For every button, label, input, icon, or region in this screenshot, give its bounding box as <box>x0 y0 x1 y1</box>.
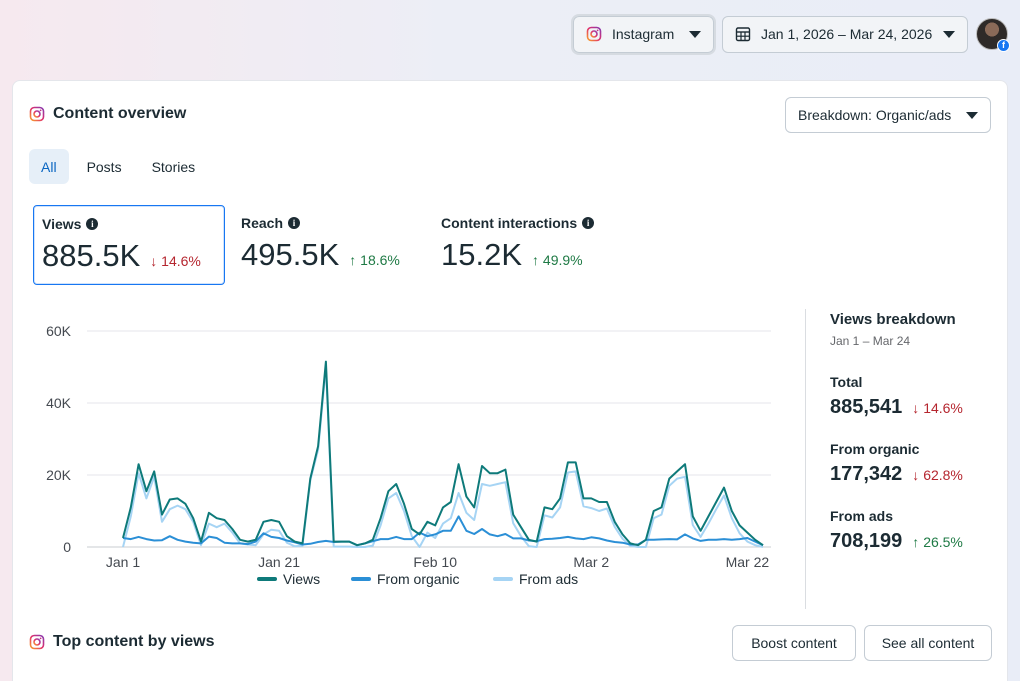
arrow-up-icon: ↑ <box>349 252 357 268</box>
top-content-header: Top content by views <box>29 633 215 651</box>
metric-value: 885.5K <box>42 238 141 273</box>
breakdown-value: 177,342 <box>830 463 903 485</box>
views-breakdown-title: Views breakdown <box>830 311 956 328</box>
boost-content-button[interactable]: Boost content <box>732 625 856 661</box>
tab-posts[interactable]: Posts <box>86 158 122 175</box>
date-range-picker[interactable]: Jan 1, 2026 – Mar 24, 2026 <box>722 15 968 53</box>
arrow-down-icon: ↓ <box>912 400 920 416</box>
arrow-up-icon: ↑ <box>912 534 920 550</box>
x-tick-label: Feb 10 <box>413 554 457 570</box>
breakdown-change-value: 26.5% <box>923 534 963 550</box>
metric-change: ↑ 18.6% <box>349 252 400 268</box>
x-tick-label: Mar 22 <box>726 554 770 570</box>
metric-reach[interactable]: Reach i 495.5K ↑ 18.6% <box>233 205 425 285</box>
content-overview-header: Content overview <box>29 105 186 123</box>
info-icon[interactable]: i <box>288 217 301 229</box>
tab-stories[interactable]: Stories <box>151 158 196 175</box>
metric-label: Content interactions <box>441 215 578 231</box>
breakdown-value: 708,199 <box>830 530 903 552</box>
arrow-down-icon: ↓ <box>150 253 158 269</box>
breakdown-label: Breakdown: Organic/ads <box>798 107 952 123</box>
metric-label: Reach <box>241 215 284 231</box>
date-range-label: Jan 1, 2026 – Mar 24, 2026 <box>761 26 933 42</box>
platform-label: Instagram <box>612 26 675 42</box>
breakdown-change-value: 14.6% <box>923 400 963 416</box>
instagram-icon <box>29 634 45 650</box>
series-line-from-ads <box>122 366 764 548</box>
breakdown-label: From ads <box>830 508 894 524</box>
breakdown-change: ↓ 62.8% <box>912 467 963 483</box>
breakdown-label: From organic <box>830 441 920 457</box>
breakdown-ads: From ads 708,199 ↑ 26.5% <box>830 508 1000 553</box>
metric-change-value: 14.6% <box>161 253 201 269</box>
views-breakdown-subtitle: Jan 1 – Mar 24 <box>830 334 911 348</box>
views-line-chart: 60K 40K 20K 0 Jan 1 Jan 21 Feb 10 Mar 2 Mar 22 Vi… <box>46 323 771 587</box>
y-tick-label: 60K <box>46 323 72 339</box>
breakdown-organic: From organic 177,342 ↓ 62.8% <box>830 441 1000 486</box>
y-tick-label: 40K <box>46 395 72 411</box>
section-title: Top content by views <box>53 633 215 650</box>
breakdown-total: Total 885,541 ↓ 14.6% <box>830 374 1000 419</box>
breakdown-change: ↑ 26.5% <box>912 534 963 550</box>
page-title: Content overview <box>53 105 187 122</box>
calendar-icon <box>735 27 751 42</box>
y-tick-label: 20K <box>46 467 72 483</box>
chevron-down-icon <box>966 111 978 119</box>
content-tabs: All Posts Stories <box>29 149 207 184</box>
metric-change-value: 18.6% <box>360 252 400 268</box>
breakdown-dropdown[interactable]: Breakdown: Organic/ads <box>785 97 991 133</box>
views-breakdown-panel: Views breakdown Jan 1 – Mar 24 Total 885… <box>830 311 1000 553</box>
breakdown-value: 885,541 <box>830 396 903 418</box>
breakdown-change-value: 62.8% <box>923 467 963 483</box>
series-line-from-organic <box>122 515 764 547</box>
arrow-up-icon: ↑ <box>532 252 540 268</box>
divider <box>805 309 806 609</box>
metric-change: ↓ 14.6% <box>150 253 201 269</box>
x-tick-label: Mar 2 <box>573 554 609 570</box>
metric-change-value: 49.9% <box>542 252 583 268</box>
info-icon[interactable]: i <box>86 218 99 230</box>
x-tick-label: Jan 21 <box>258 554 300 570</box>
arrow-down-icon: ↓ <box>912 467 920 483</box>
top-bar: Instagram Jan 1, 2026 – Mar 24, 2026 f <box>571 13 1010 55</box>
series-line-views <box>122 360 764 547</box>
legend-label: From ads <box>519 571 578 587</box>
instagram-icon <box>29 106 45 122</box>
see-all-content-button[interactable]: See all content <box>864 625 992 661</box>
chevron-down-icon <box>689 30 701 38</box>
content-overview-card: Content overview Breakdown: Organic/ads … <box>12 80 1008 681</box>
metric-content-interactions[interactable]: Content interactions i 15.2K ↑ 49.9% <box>433 205 653 285</box>
breakdown-label: Total <box>830 374 863 390</box>
metric-value: 15.2K <box>441 237 523 272</box>
platform-selector[interactable]: Instagram <box>571 13 716 55</box>
breakdown-change: ↓ 14.6% <box>912 400 963 416</box>
account-avatar[interactable]: f <box>976 18 1010 52</box>
x-tick-label: Jan 1 <box>106 554 140 570</box>
metric-label: Views <box>42 216 82 232</box>
chevron-down-icon <box>943 30 955 38</box>
tab-all[interactable]: All <box>29 149 69 184</box>
legend-label: From organic <box>377 571 459 587</box>
metric-views[interactable]: Views i 885.5K ↓ 14.6% <box>33 205 225 285</box>
y-tick-label: 0 <box>63 539 71 555</box>
info-icon[interactable]: i <box>582 217 595 229</box>
metric-value: 495.5K <box>241 237 340 272</box>
metric-change: ↑ 49.9% <box>532 252 583 268</box>
instagram-icon <box>586 26 602 42</box>
legend-label: Views <box>283 571 320 587</box>
facebook-icon: f <box>997 39 1010 52</box>
